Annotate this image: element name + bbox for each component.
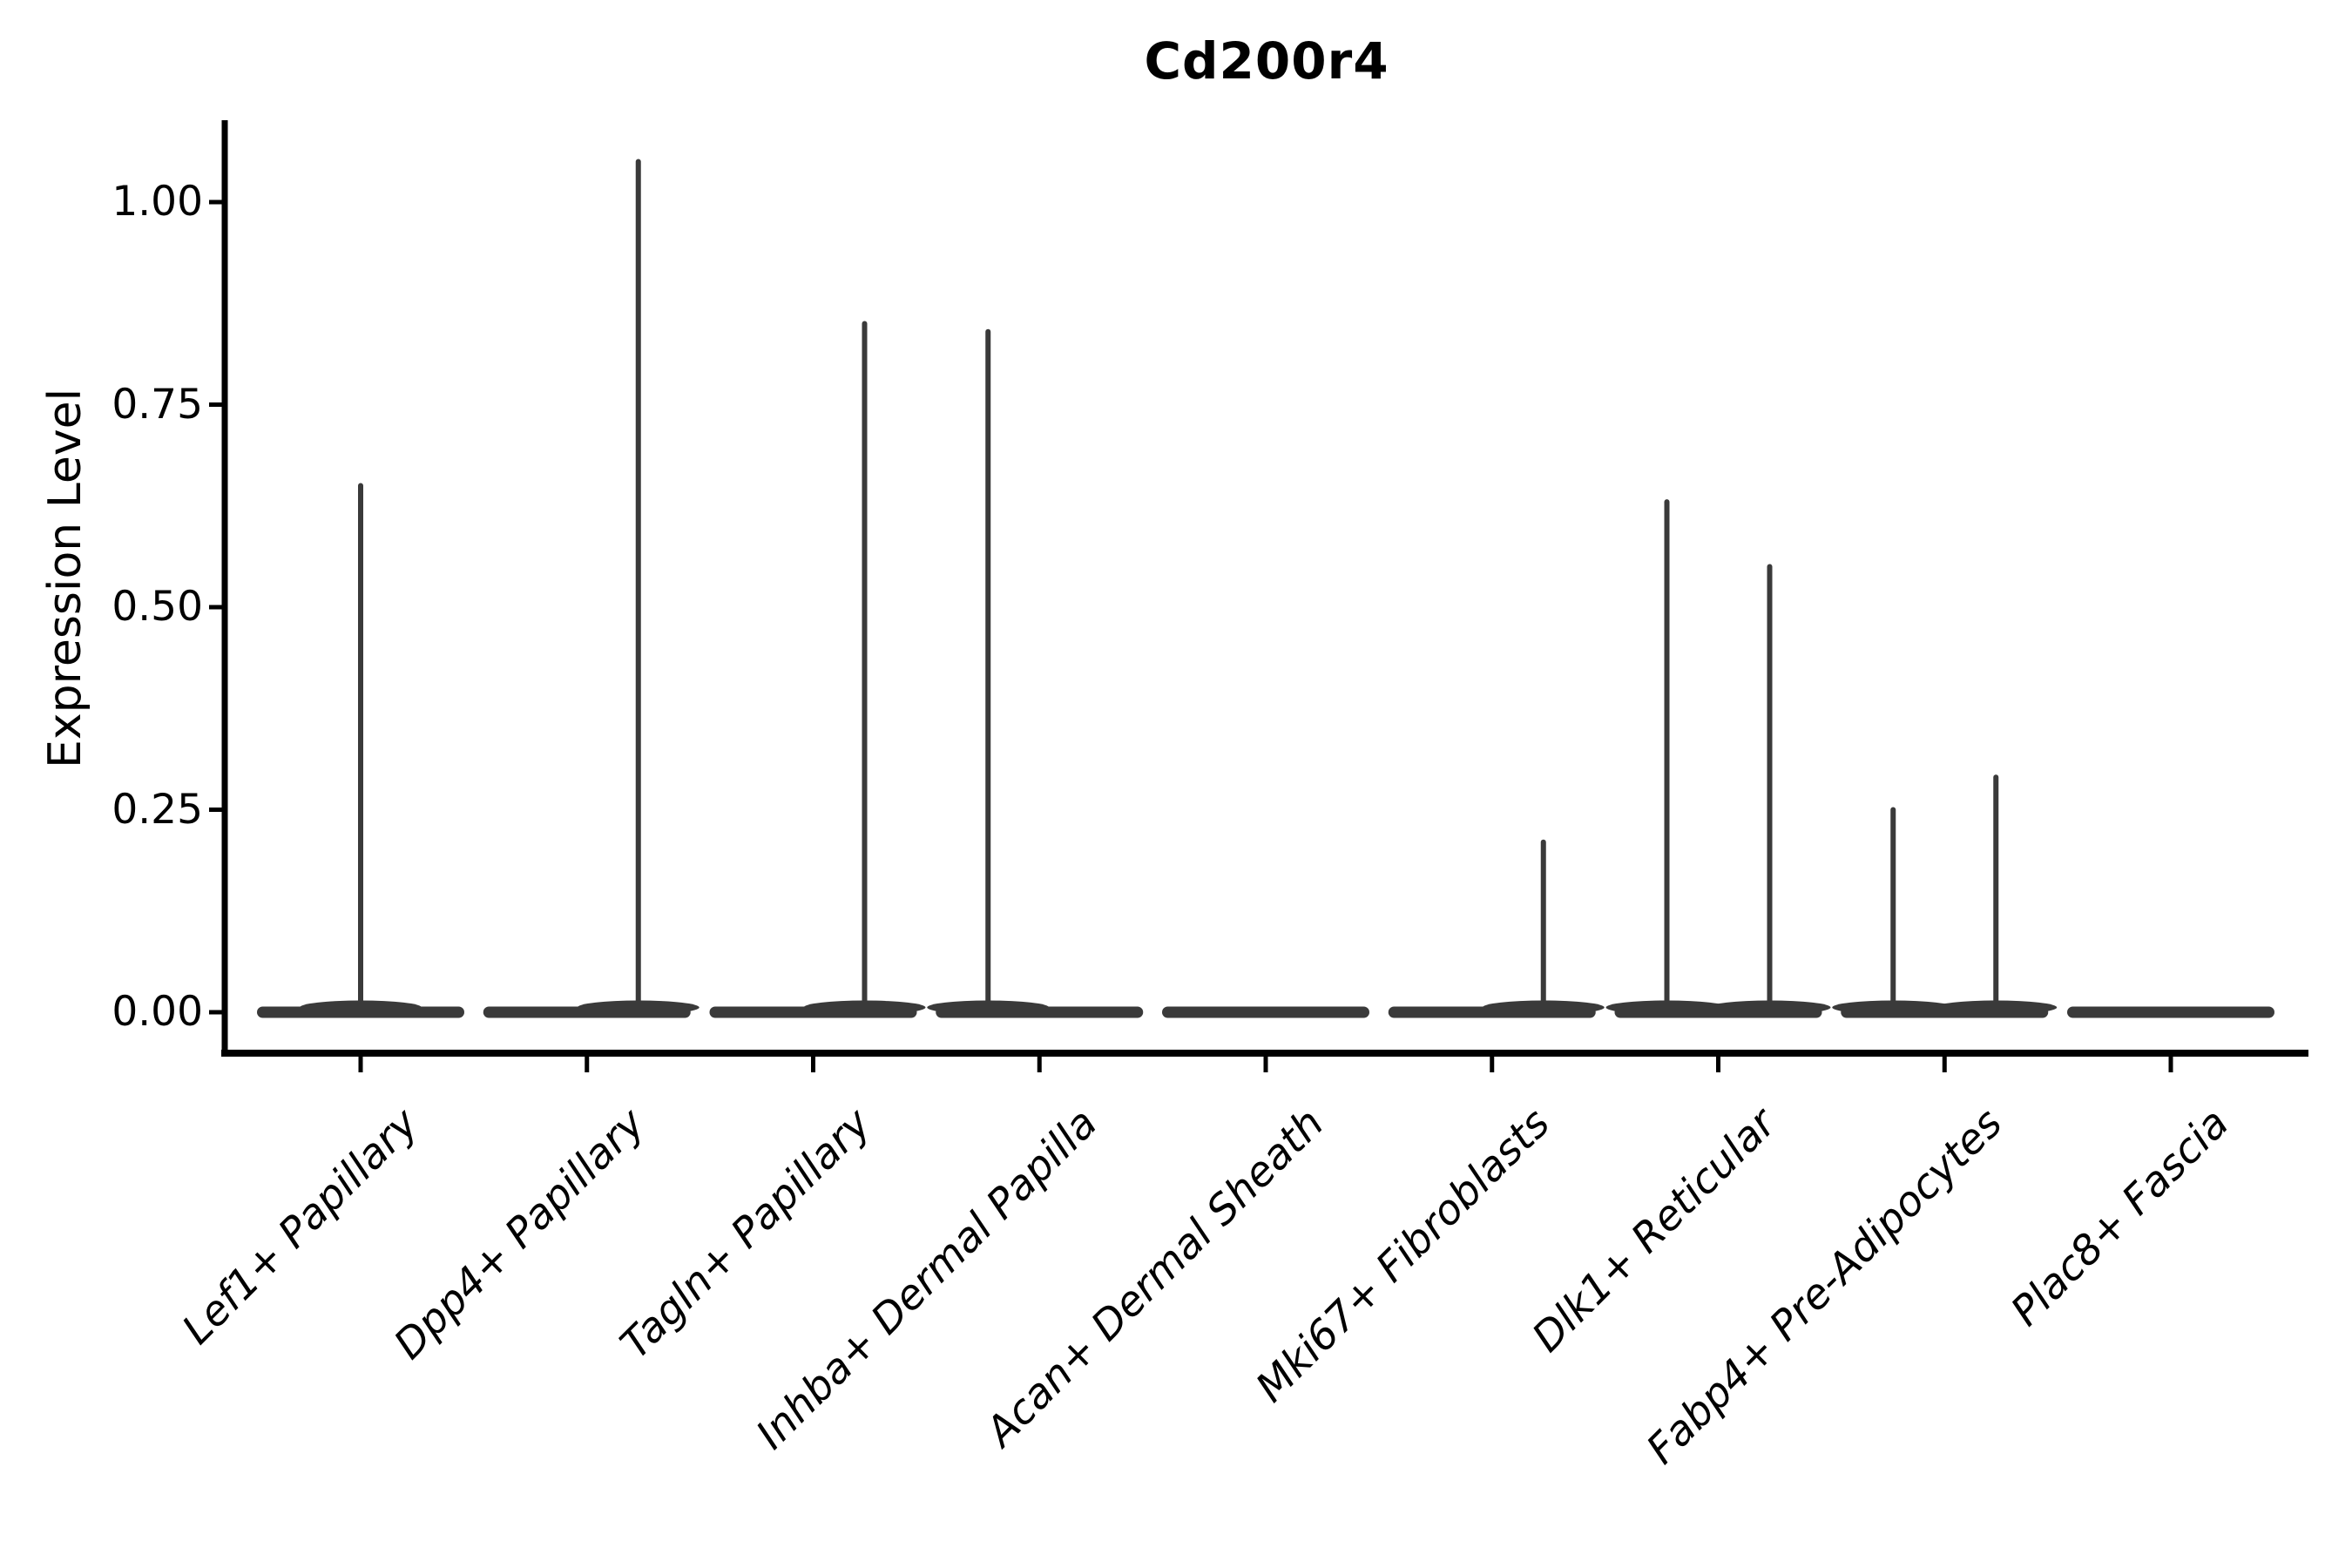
violin-body [1614,1006,1822,1018]
violin-body [1388,1006,1596,1018]
violin-body [1841,1006,2049,1018]
y-tick-label: 0.25 [112,785,203,834]
chart-title: Cd200r4 [1144,31,1389,91]
y-axis-title: Expression Level [39,388,91,769]
violin-body [1162,1006,1369,1018]
y-tick-label: 0.50 [112,583,203,631]
y-tick-label: 0.75 [112,380,203,429]
violin-body [709,1006,917,1018]
violin-body [936,1006,1144,1018]
violin-body [2067,1006,2274,1018]
y-tick-label: 0.00 [112,988,203,1036]
y-tick-label: 1.00 [112,178,203,226]
violin-body [483,1006,691,1018]
